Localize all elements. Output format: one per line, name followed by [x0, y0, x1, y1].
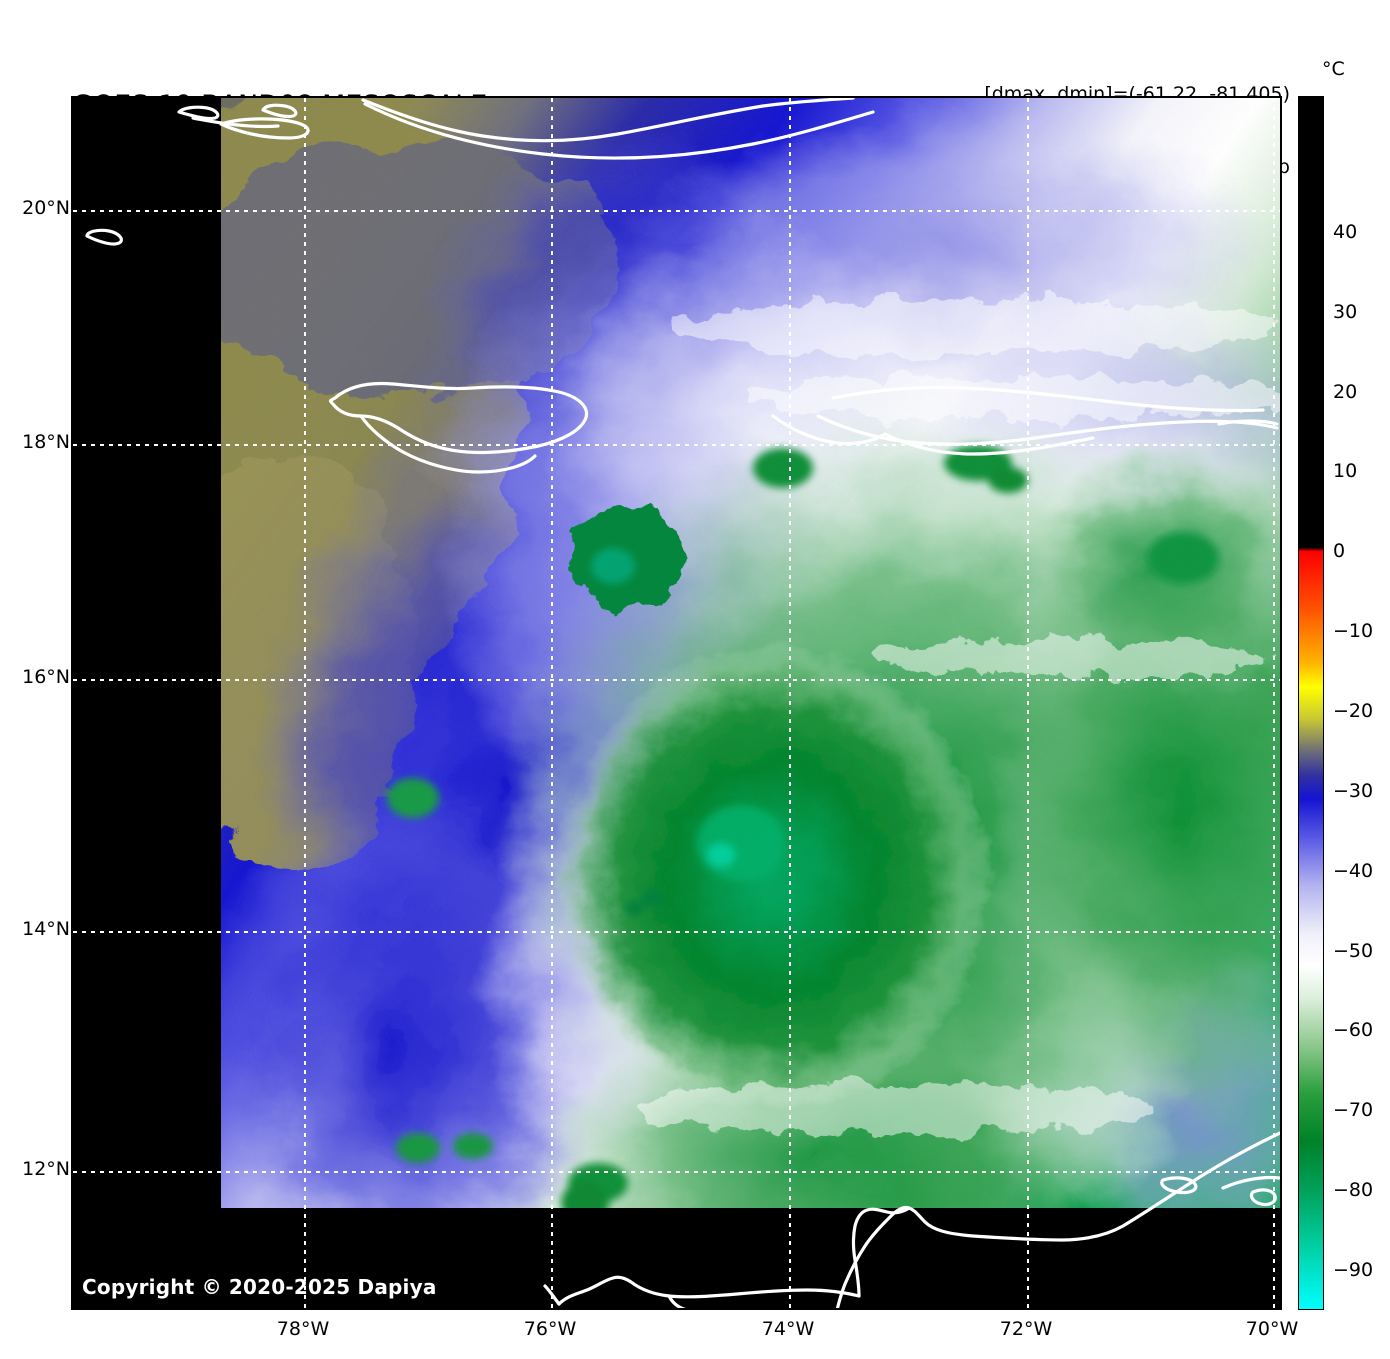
gridline-lon-72	[1027, 98, 1029, 1308]
ytick-label-1: 18°N	[22, 431, 70, 453]
colorbar-tick-8: −40	[1333, 859, 1374, 882]
colorbar-unit-label: °C	[1322, 58, 1345, 80]
gridline-lat-20	[73, 210, 1280, 212]
colorbar-tick-10: −60	[1333, 1019, 1374, 1042]
colorbar-tick-9: −50	[1333, 939, 1374, 962]
coastline-overlay	[85, 98, 1280, 1308]
xtick-label-2: 74°W	[761, 1318, 815, 1340]
colorbar-gradient	[1299, 97, 1323, 1309]
colorbar-tick-7: −30	[1333, 779, 1374, 802]
ytick-label-2: 16°N	[22, 666, 70, 688]
colorbar-tick-0: 40	[1333, 220, 1358, 243]
xtick-label-0: 78°W	[276, 1318, 330, 1340]
colorbar-tick-1: 30	[1333, 300, 1358, 323]
gridline-lat-18	[73, 444, 1280, 446]
colorbar-tick-3: 10	[1333, 460, 1358, 483]
colorbar-tick-13: −90	[1333, 1259, 1374, 1282]
gridline-lon-74	[789, 98, 791, 1308]
gridline-lat-14	[73, 931, 1280, 933]
ytick-label-0: 20°N	[22, 197, 70, 219]
colorbar-tick-4: 0	[1333, 540, 1346, 563]
colorbar-tick-5: −10	[1333, 620, 1374, 643]
satellite-imagery	[73, 98, 1280, 1308]
xtick-label-3: 72°W	[999, 1318, 1053, 1340]
ytick-label-3: 14°N	[22, 918, 70, 940]
colorbar-tick-11: −70	[1333, 1099, 1374, 1122]
colorbar-tick-12: −80	[1333, 1179, 1374, 1202]
copyright-label: Copyright © 2020-2025 Dapiya	[82, 1275, 437, 1299]
satellite-image-plot[interactable]	[71, 96, 1282, 1310]
gridline-lat-16	[73, 679, 1280, 681]
colorbar-tick-6: −20	[1333, 699, 1374, 722]
ytick-label-4: 12°N	[22, 1158, 70, 1180]
xtick-label-4: 70°W	[1245, 1318, 1299, 1340]
gridline-lat-12	[73, 1171, 1280, 1173]
gridline-lon-76	[551, 98, 553, 1308]
colorbar[interactable]	[1298, 96, 1324, 1310]
gridline-lon-78	[304, 98, 306, 1308]
colorbar-tick-2: 20	[1333, 380, 1358, 403]
gridline-lon-70	[1273, 98, 1275, 1308]
xtick-label-1: 76°W	[523, 1318, 577, 1340]
